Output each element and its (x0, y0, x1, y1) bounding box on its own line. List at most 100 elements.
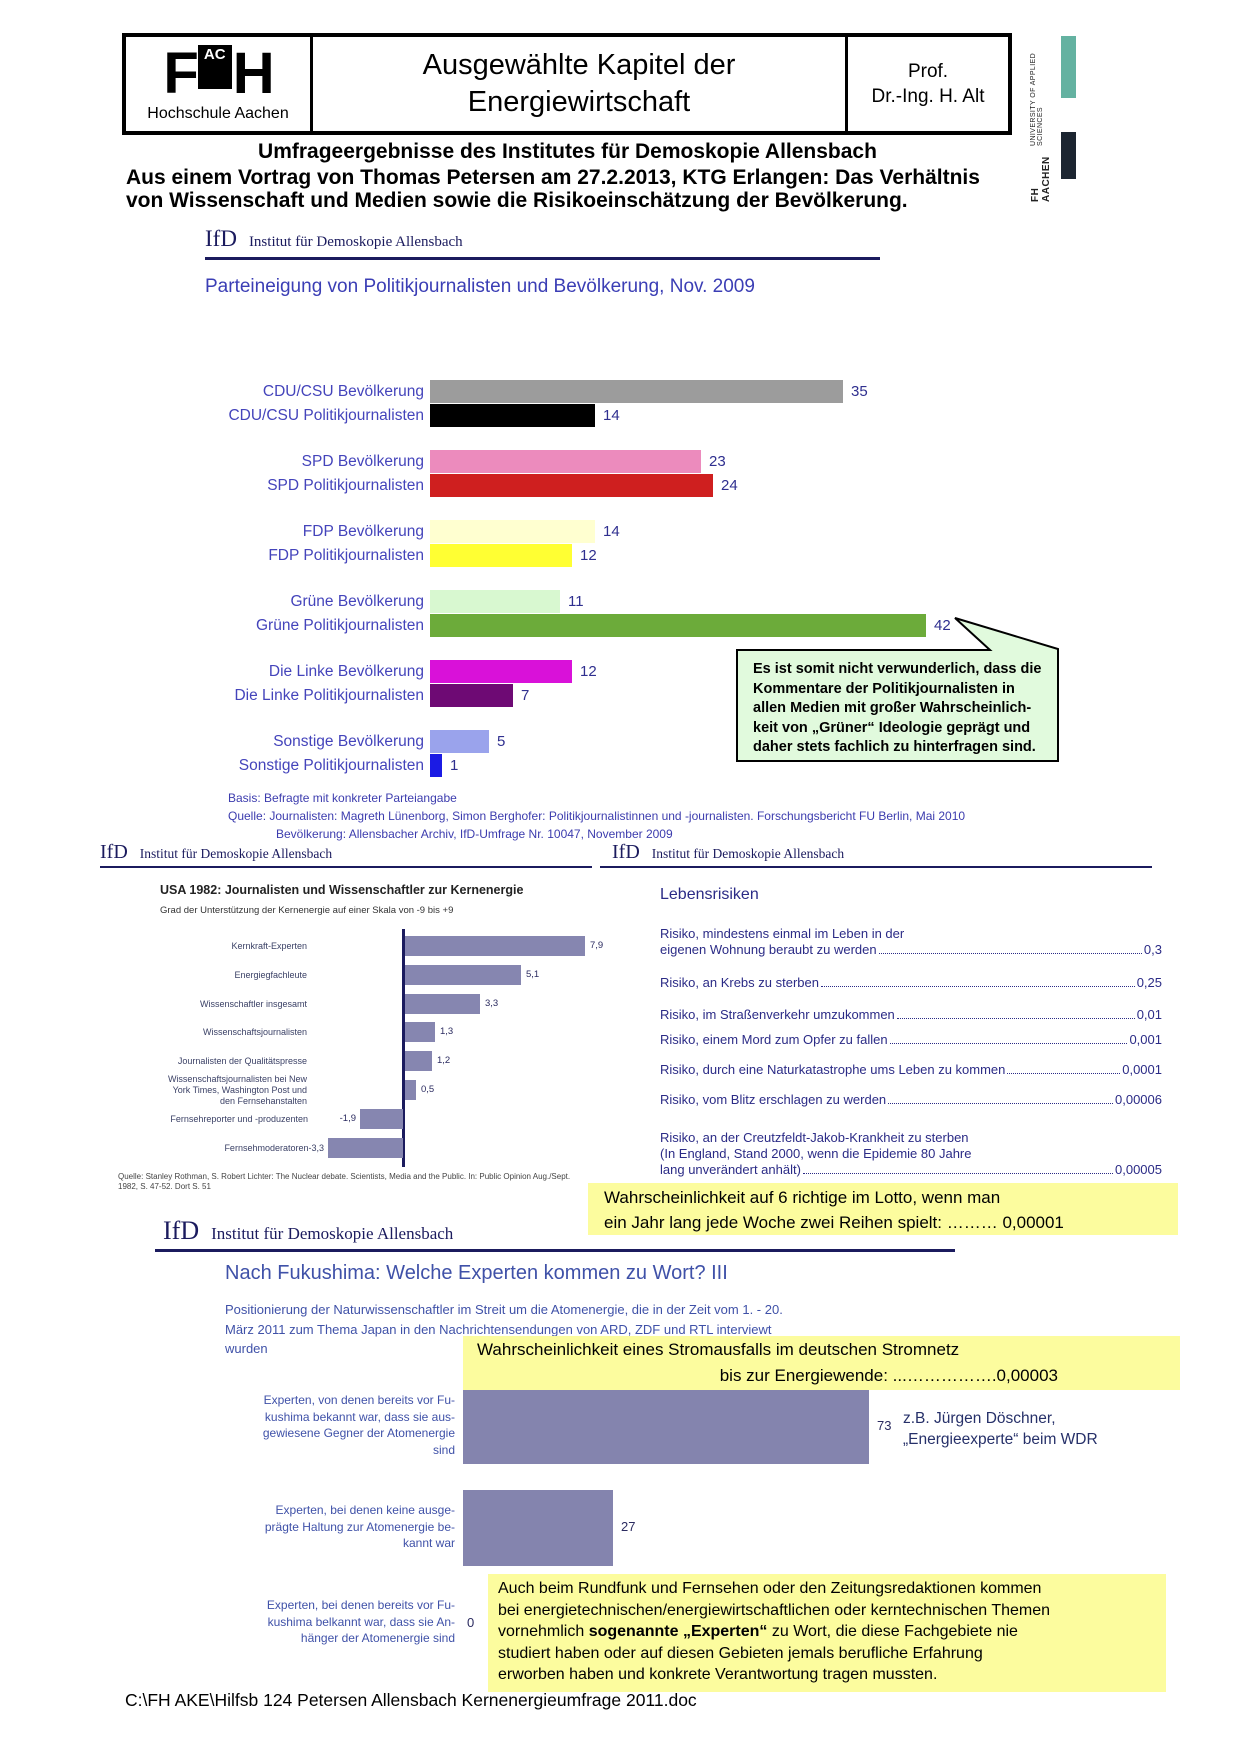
party-row-value: 35 (851, 383, 868, 400)
lotto-note-line1: Wahrscheinlichkeit auf 6 richtige im Lot… (604, 1188, 1001, 1207)
ifd-name: Institut für Demoskopie Allensbach (651, 846, 845, 861)
experts-note-bold: sogenannte „Experten“ (588, 1623, 768, 1640)
party-row-value: 12 (580, 663, 597, 680)
brand-square-dark (1061, 132, 1076, 179)
fh-logo: F AC H Hochschule Aachen (126, 37, 313, 131)
fh-logo-mark: F AC H (163, 41, 275, 106)
usa-row-bar (405, 965, 521, 985)
risk-value: 0,0001 (1122, 1062, 1162, 1077)
party-row-value: 12 (580, 547, 597, 564)
party-row-bar (430, 544, 572, 567)
party-row-value: 11 (568, 593, 584, 610)
author-box: Prof. Dr.-Ing. H. Alt (845, 37, 1008, 131)
party-row-label: FDP Bevölkerung (302, 523, 424, 540)
usa-row-label: Kernkraft-Experten (231, 940, 307, 951)
usa-row-label: Energiegfachleute (234, 969, 307, 980)
risk-text: lang unverändert anhält) (660, 1162, 801, 1177)
usa-row-value: 7,9 (590, 940, 604, 951)
risk-item: Risiko, mindestens einmal im Leben in de… (660, 926, 1162, 958)
ifd-abbr: IfD (100, 841, 128, 863)
usa-row-value: 3,3 (485, 998, 499, 1009)
party-row-value: 42 (934, 617, 951, 634)
party-row-label: Sonstige Bevölkerung (273, 733, 424, 750)
risk-text: Risiko, im Straßenverkehr umzukommen (660, 1007, 895, 1022)
brand-square-teal (1061, 36, 1076, 98)
risk-text-line: Risiko, mindestens einmal im Leben in de… (660, 926, 905, 941)
risk-text-line: (In England, Stand 2000, wenn die Epidem… (660, 1146, 972, 1161)
party-row-label: Sonstige Politikjournalisten (238, 757, 424, 774)
party-row-label: SPD Bevölkerung (301, 453, 424, 470)
party-row-bar (430, 660, 572, 683)
party-row-value: 7 (521, 687, 530, 704)
fukushima-bar-label: Experten, bei denen keine ausge- prägte … (264, 1503, 455, 1550)
usa-chart-quelle: Quelle: Stanley Rothman, S. Robert Licht… (118, 1172, 570, 1192)
risk-value: 0,3 (1143, 942, 1162, 957)
experts-note-pre: Auch beim Rundfunk und Fernsehen oder de… (498, 1580, 1051, 1640)
header-box: F AC H Hochschule Aachen Ausgewählte Kap… (122, 33, 1012, 135)
party-chart-basis: Basis: Befragte mit konkreter Parteianga… (228, 791, 457, 805)
fukushima-annotation: z.B. Jürgen Döschner, „Energieexperte“ b… (903, 1408, 1098, 1450)
ifd-header-2: IfD Institut für Demoskopie Allensbach (100, 841, 332, 864)
risk-leader-row: Risiko, im Straßenverkehr umzukommen 0,01 (660, 1007, 1162, 1023)
usa-row-value: 1,3 (440, 1026, 454, 1037)
callout-note: Es ist somit nicht verwunderlich, dass d… (753, 661, 1042, 755)
usa-row-bar (328, 1138, 403, 1158)
party-row-bar (430, 754, 442, 777)
fh-logo-caption: Hochschule Aachen (147, 105, 289, 122)
usa-chart-quelle-line2: 1982, S. 47-52. Dort S. 51 (118, 1182, 211, 1191)
usa-row-label: Wissenschaftler insgesamt (199, 998, 307, 1009)
party-row-bar (430, 684, 513, 707)
risk-item: Risiko, an der Creutzfeldt-Jakob-Krankhe… (660, 1130, 1162, 1178)
party-row-bar (430, 380, 843, 403)
ifd-name: Institut für Demoskopie Allensbach (248, 234, 463, 250)
usa-row-value: 0,5 (421, 1084, 435, 1095)
fukushima-bar-value: 73 (877, 1418, 892, 1433)
risk-leader-row: lang unverändert anhält) 0,00005 (660, 1162, 1162, 1178)
risk-value: 0,001 (1129, 1032, 1162, 1047)
ifd-name: Institut für Demoskopie Allensbach (139, 846, 333, 861)
risk-text: Risiko, vom Blitz erschlagen zu werden (660, 1092, 887, 1107)
lotto-note: Wahrscheinlichkeit auf 6 richtige im Lot… (588, 1183, 1178, 1235)
risk-dotted-leader (820, 986, 1135, 987)
fukushima-title: Nach Fukushima: Welche Experten kommen z… (225, 1262, 728, 1284)
usa-chart-zero-axis (402, 929, 405, 1167)
risk-leader-row: eigenen Wohnung beraubt zu werden 0,3 (660, 942, 1162, 958)
risk-dotted-leader (889, 1043, 1128, 1044)
usa-row-label: Fernsehmoderatoren-3,3 (224, 1142, 324, 1153)
risk-item: Risiko, vom Blitz erschlagen zu werden 0,… (660, 1092, 1162, 1108)
experts-note-post: zu Wort, die diese Fachgebiete nie studi… (498, 1623, 1018, 1683)
usa-row-label: Journalisten der Qualitätspresse (177, 1055, 307, 1066)
ifd-abbr: IfD (205, 226, 237, 251)
usa-row-bar (405, 994, 480, 1014)
blackout-note: Wahrscheinlichkeit eines Stromausfalls i… (463, 1336, 1180, 1390)
usa-chart-title: USA 1982: Journalisten und Wissenschaftl… (160, 883, 524, 897)
fukushima-subtitle: Positionierung der Naturwissenschaftler … (225, 1302, 783, 1356)
risk-value: 0,01 (1136, 1007, 1162, 1022)
party-row-label: FDP Politikjournalisten (268, 547, 424, 564)
ifd-header-4: IfD Institut für Demoskopie Allensbach (163, 1216, 453, 1246)
risks-title: Lebensrisiken (660, 886, 759, 903)
usa-row-bar (405, 1022, 435, 1042)
usa-row-value: 5,1 (526, 969, 540, 980)
party-row-bar (430, 404, 595, 427)
fukushima-annotation-line2: „Energieexperte“ beim WDR (903, 1431, 1098, 1448)
risk-leader-row: Risiko, durch eine Naturkatastrophe ums … (660, 1062, 1162, 1078)
fh-logo-letter-h: H (232, 41, 275, 106)
party-row-label: Die Linke Bevölkerung (268, 663, 424, 680)
party-row-value: 14 (603, 407, 620, 424)
fukushima-annotation-line1: z.B. Jürgen Döschner, (903, 1410, 1056, 1427)
experts-note: Auch beim Rundfunk und Fernsehen oder de… (488, 1574, 1166, 1692)
party-chart-title: Parteineigung von Politikjournalisten un… (205, 276, 755, 297)
party-row-label: Grüne Politikjournalisten (255, 617, 424, 634)
party-row-bar (430, 614, 926, 637)
party-row-label: CDU/CSU Bevölkerung (262, 383, 424, 400)
blackout-note-line2: bis zur Energiewende: ...…………….0,00003 (719, 1366, 1058, 1385)
party-row-value: 14 (603, 523, 620, 540)
author-line1: Prof. (907, 61, 949, 82)
usa-row-label: Wissenschaftsjournalisten (202, 1026, 307, 1037)
ifd-rule-3 (600, 866, 1152, 868)
document-title-line1: Ausgewählte Kapitel der (422, 49, 736, 81)
risk-text: Risiko, einem Mord zum Opfer zu fallen (660, 1032, 888, 1047)
usa-row-bar (405, 1051, 432, 1071)
